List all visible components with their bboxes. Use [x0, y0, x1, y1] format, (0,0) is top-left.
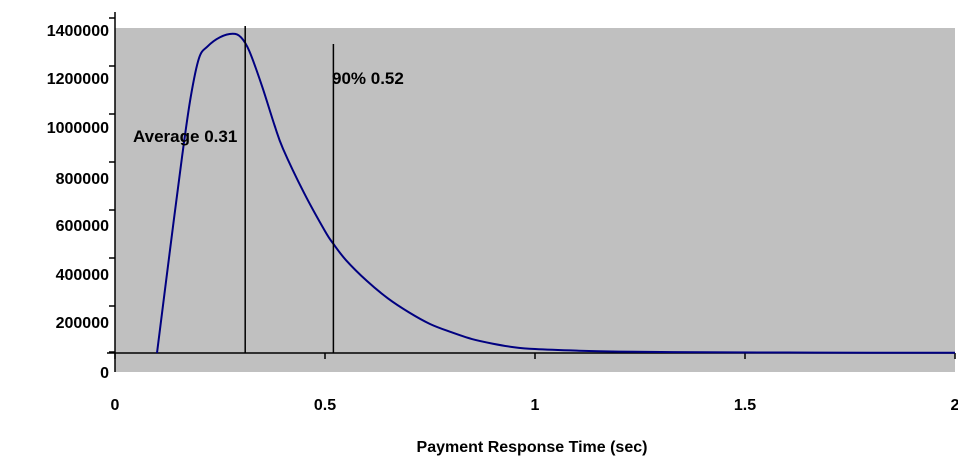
y-tick-label: 400000 — [56, 267, 109, 284]
x-tick-label: 1 — [531, 397, 540, 414]
tick-labels: 0 200000 400000 600000 800000 1000000 1200000 1… — [47, 23, 958, 414]
y-tick-label: 600000 — [56, 218, 109, 235]
y-tick-label: 200000 — [56, 315, 109, 332]
y-tick-label: 0 — [100, 365, 109, 382]
reference-line-label: Average 0.31 — [133, 127, 237, 146]
x-tick-label: 0 — [111, 397, 120, 414]
plot-area — [115, 28, 955, 372]
series-layer — [156, 32, 956, 354]
plot-background — [115, 28, 955, 372]
reference-line-label: 90% 0.52 — [332, 69, 404, 88]
x-tick-label: 1.5 — [734, 397, 756, 414]
y-tick-label: 1000000 — [47, 120, 109, 137]
x-tick-label: 2 — [951, 397, 958, 414]
y-tick-label: 800000 — [56, 171, 109, 188]
y-tick-label: 1200000 — [47, 71, 109, 88]
x-axis-label: Payment Response Time (sec) — [417, 439, 648, 456]
x-tick-label: 0.5 — [314, 397, 336, 414]
reference-lines: Average 0.31 90% 0.52 — [133, 26, 404, 353]
series-line — [156, 32, 956, 354]
y-tick-label: 1400000 — [47, 23, 109, 40]
